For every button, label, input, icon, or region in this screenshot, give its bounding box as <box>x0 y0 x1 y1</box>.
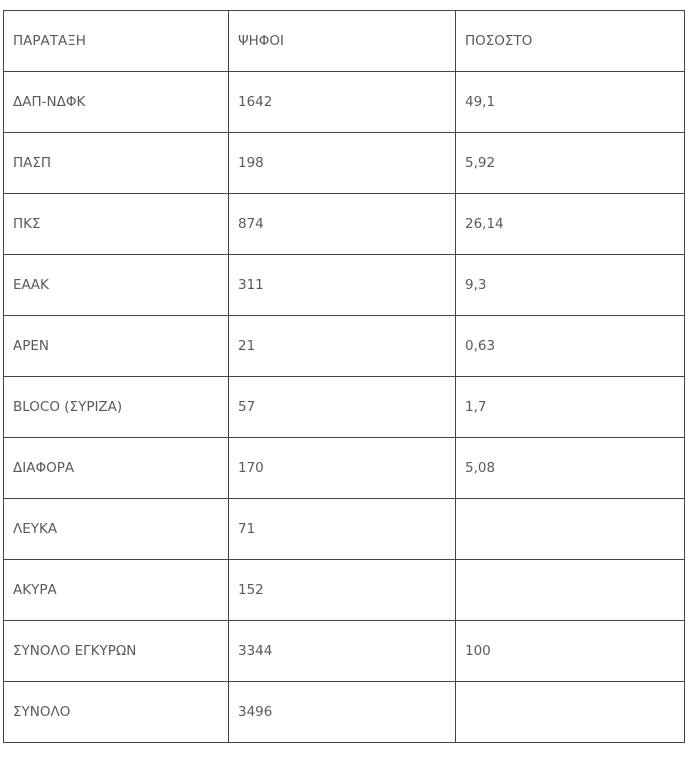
votes-cell: 152 <box>228 559 456 621</box>
table-row: ΑΡΕΝ 21 0,63 <box>3 315 685 377</box>
votes-cell: 170 <box>228 437 456 499</box>
votes-cell: 198 <box>228 132 456 194</box>
votes-cell: 874 <box>228 193 456 255</box>
votes-cell: 3496 <box>228 681 456 743</box>
table-row: ΔΑΠ-ΝΔΦΚ 1642 49,1 <box>3 71 685 133</box>
votes-cell: 57 <box>228 376 456 438</box>
votes-cell: 3344 <box>228 620 456 682</box>
party-cell: ΕΑΑΚ <box>3 254 229 316</box>
percent-cell <box>455 559 685 621</box>
table-row: ΣΥΝΟΛΟ ΕΓΚΥΡΩΝ 3344 100 <box>3 620 685 682</box>
party-cell: ΑΡΕΝ <box>3 315 229 377</box>
percent-cell: 100 <box>455 620 685 682</box>
party-cell: ΠΑΣΠ <box>3 132 229 194</box>
results-table: ΠΑΡΑΤΑΞΗ ΨΗΦΟΙ ΠΟΣΟΣΤΟ ΔΑΠ-ΝΔΦΚ 1642 49,1 Π… <box>3 10 685 743</box>
table-row: ΠΚΣ 874 26,14 <box>3 193 685 255</box>
header-cell-percent: ΠΟΣΟΣΤΟ <box>455 10 685 72</box>
table-row: ΠΑΣΠ 198 5,92 <box>3 132 685 194</box>
party-cell: ΣΥΝΟΛΟ <box>3 681 229 743</box>
table-row: ΕΑΑΚ 311 9,3 <box>3 254 685 316</box>
party-cell: ΠΚΣ <box>3 193 229 255</box>
percent-cell: 9,3 <box>455 254 685 316</box>
party-cell: ΔΙΑΦΟΡΑ <box>3 437 229 499</box>
table-row: ΑΚΥΡΑ 152 <box>3 559 685 621</box>
votes-cell: 71 <box>228 498 456 560</box>
party-cell: BLOCO (ΣΥΡΙΖΑ) <box>3 376 229 438</box>
table-row: ΔΙΑΦΟΡΑ 170 5,08 <box>3 437 685 499</box>
votes-cell: 311 <box>228 254 456 316</box>
percent-cell: 1,7 <box>455 376 685 438</box>
percent-cell: 26,14 <box>455 193 685 255</box>
table-header-row: ΠΑΡΑΤΑΞΗ ΨΗΦΟΙ ΠΟΣΟΣΤΟ <box>3 10 685 72</box>
party-cell: ΔΑΠ-ΝΔΦΚ <box>3 71 229 133</box>
percent-cell <box>455 681 685 743</box>
votes-cell: 21 <box>228 315 456 377</box>
header-cell-votes: ΨΗΦΟΙ <box>228 10 456 72</box>
percent-cell: 5,08 <box>455 437 685 499</box>
table-row: ΣΥΝΟΛΟ 3496 <box>3 681 685 743</box>
percent-cell <box>455 498 685 560</box>
votes-cell: 1642 <box>228 71 456 133</box>
percent-cell: 5,92 <box>455 132 685 194</box>
percent-cell: 0,63 <box>455 315 685 377</box>
header-cell-party: ΠΑΡΑΤΑΞΗ <box>3 10 229 72</box>
table-row: BLOCO (ΣΥΡΙΖΑ) 57 1,7 <box>3 376 685 438</box>
party-cell: ΣΥΝΟΛΟ ΕΓΚΥΡΩΝ <box>3 620 229 682</box>
percent-cell: 49,1 <box>455 71 685 133</box>
table-row: ΛΕΥΚΑ 71 <box>3 498 685 560</box>
party-cell: ΑΚΥΡΑ <box>3 559 229 621</box>
party-cell: ΛΕΥΚΑ <box>3 498 229 560</box>
